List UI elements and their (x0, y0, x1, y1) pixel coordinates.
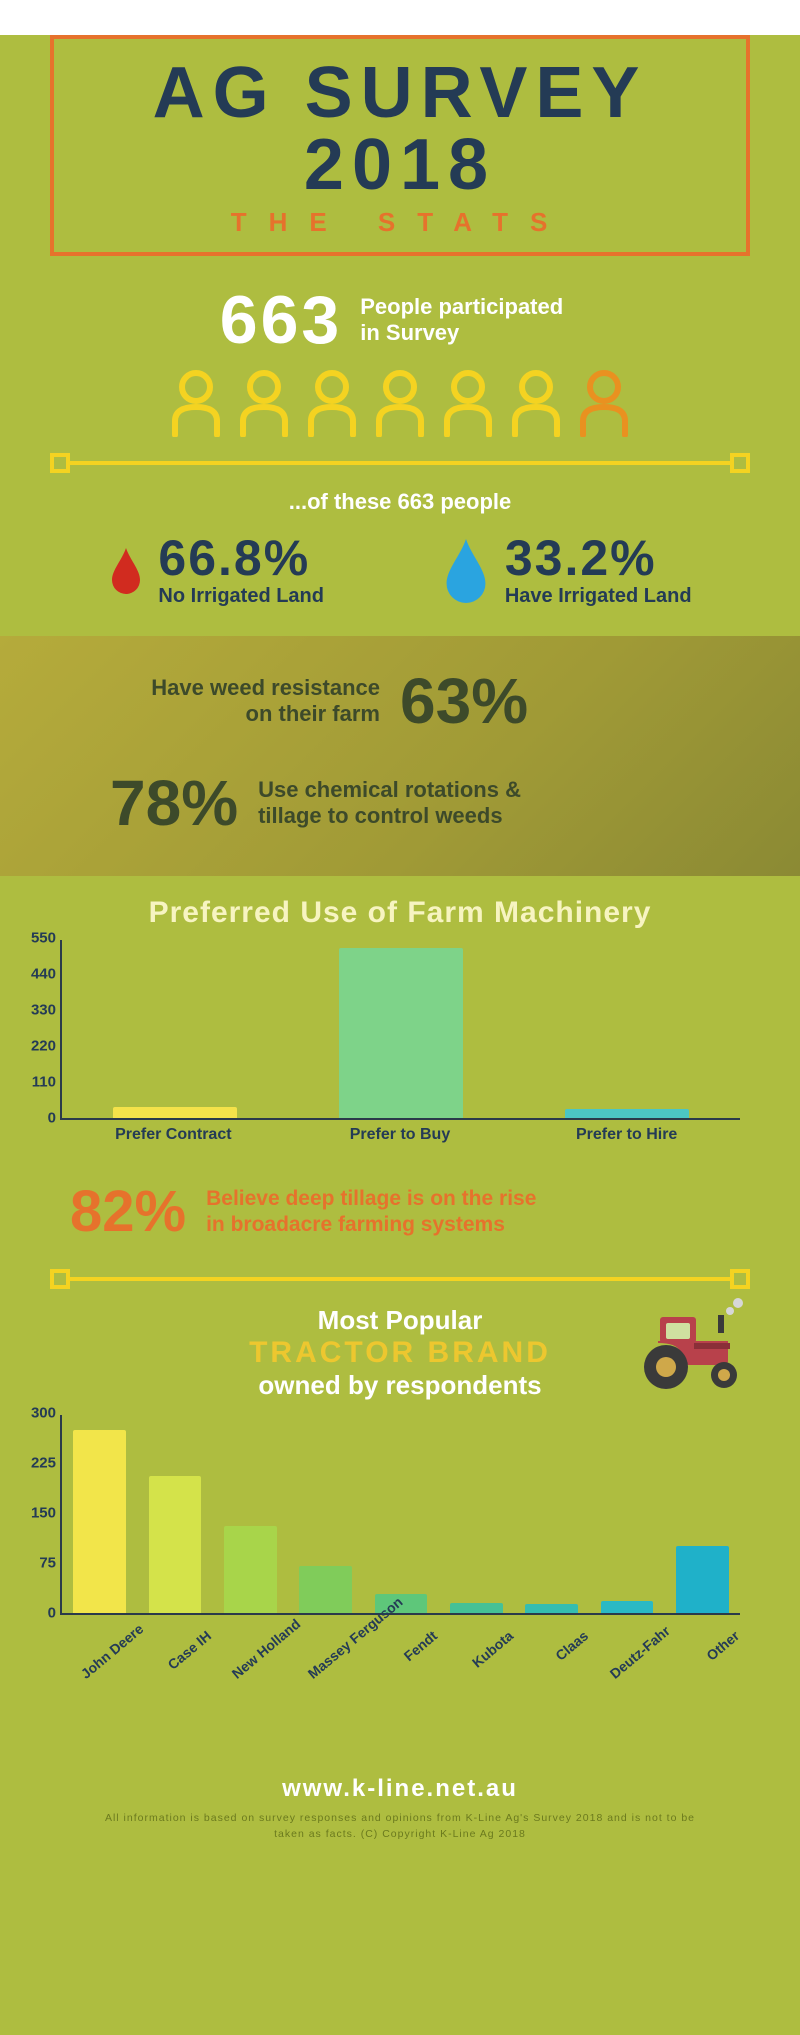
y-tick: 75 (39, 1555, 62, 1572)
chart-area: 0110220330440550 (60, 940, 740, 1120)
divider-square-icon (730, 453, 750, 473)
y-tick: 110 (32, 1074, 62, 1091)
person-icon (575, 369, 633, 437)
y-tick: 440 (31, 966, 62, 983)
drop-icon (108, 546, 144, 596)
irrigation-row: 66.8% No Irrigated Land 33.2% Have Irrig… (0, 533, 800, 636)
stat-label: No Irrigated Land (158, 585, 324, 608)
people-icons (0, 369, 800, 437)
x-label: Prefer to Hire (513, 1126, 740, 1144)
weed-text-2: Use chemical rotations & tillage to cont… (258, 777, 638, 830)
weed-band: Have weed resistance on their farm 63% 7… (0, 636, 800, 876)
bar (339, 948, 463, 1118)
stat-pct: 33.2% (505, 533, 692, 583)
person-icon (439, 369, 497, 437)
divider-square-icon (50, 1269, 70, 1289)
footer-url: www.k-line.net.au (0, 1775, 800, 1803)
participants-row: 663 People participated in Survey (0, 281, 800, 359)
person-icon (371, 369, 429, 437)
stat-pct: 66.8% (158, 533, 324, 583)
y-tick: 225 (31, 1455, 62, 1472)
bar (113, 1107, 237, 1118)
bar (525, 1604, 578, 1613)
bar (299, 1566, 352, 1613)
bar (224, 1526, 277, 1613)
drop-icon (441, 536, 491, 606)
stat-label: Have Irrigated Land (505, 585, 692, 608)
tillage-row: 82% Believe deep tillage is on the rise … (70, 1178, 730, 1245)
y-tick: 330 (31, 1002, 62, 1019)
person-icon (167, 369, 225, 437)
weed-pct-1: 63% (400, 664, 528, 738)
x-label: Prefer to Buy (287, 1126, 514, 1144)
x-labels: Prefer ContractPrefer to BuyPrefer to Hi… (60, 1120, 740, 1144)
machinery-chart: 0110220330440550 Prefer ContractPrefer t… (60, 940, 740, 1144)
title-main: AG SURVEY 2018 (64, 57, 736, 201)
divider-line (50, 461, 750, 465)
footer: www.k-line.net.au All information is bas… (0, 1775, 800, 1863)
participants-number: 663 (220, 281, 342, 359)
title-box: AG SURVEY 2018 THE STATS (50, 35, 750, 256)
weed-row-2: 78% Use chemical rotations & tillage to … (70, 766, 730, 840)
tractor-chart: 075150225300 John DeereCase IHNew Hollan… (60, 1415, 740, 1695)
divider-1 (50, 451, 750, 475)
bar (565, 1109, 689, 1118)
tillage-pct: 82% (70, 1178, 186, 1245)
x-label: Prefer Contract (60, 1126, 287, 1144)
chart-area: 075150225300 (60, 1415, 740, 1615)
machinery-chart-title: Preferred Use of Farm Machinery (0, 896, 800, 930)
participants-label: People participated in Survey (360, 294, 580, 347)
divider-2 (50, 1267, 750, 1291)
irrigation-right: 33.2% Have Irrigated Land (441, 533, 692, 608)
x-label: Other (682, 1621, 787, 1726)
bar (676, 1546, 729, 1613)
y-tick: 300 (31, 1405, 62, 1422)
stat-block: 33.2% Have Irrigated Land (505, 533, 692, 608)
person-icon (303, 369, 361, 437)
divider-square-icon (50, 453, 70, 473)
divider-square-icon (730, 1269, 750, 1289)
page: AG SURVEY 2018 THE STATS 663 People part… (0, 35, 800, 2035)
weed-text-1: Have weed resistance on their farm (70, 675, 380, 728)
footer-note: All information is based on survey respo… (0, 1811, 800, 1843)
tractor-heading: Most Popular TRACTOR BRAND owned by resp… (0, 1305, 800, 1401)
irrigation-left: 66.8% No Irrigated Land (108, 533, 324, 608)
divider-line (50, 1277, 750, 1281)
y-tick: 0 (48, 1605, 62, 1622)
weed-row-1: Have weed resistance on their farm 63% (70, 664, 730, 738)
y-tick: 0 (48, 1110, 62, 1127)
tractor-icon (630, 1295, 750, 1395)
x-labels: John DeereCase IHNew HollandMassey Fergu… (60, 1615, 740, 1695)
bar (73, 1430, 126, 1613)
bar (450, 1603, 503, 1613)
stat-block: 66.8% No Irrigated Land (158, 533, 324, 608)
y-tick: 220 (31, 1038, 62, 1055)
y-tick: 150 (31, 1505, 62, 1522)
y-tick: 550 (31, 930, 62, 947)
bar (601, 1601, 654, 1613)
tillage-text: Believe deep tillage is on the rise in b… (206, 1186, 536, 1236)
bar (149, 1476, 202, 1613)
title-sub: THE STATS (64, 207, 736, 238)
person-icon (235, 369, 293, 437)
weed-pct-2: 78% (110, 766, 238, 840)
person-icon (507, 369, 565, 437)
subheading: ...of these 663 people (0, 489, 800, 515)
